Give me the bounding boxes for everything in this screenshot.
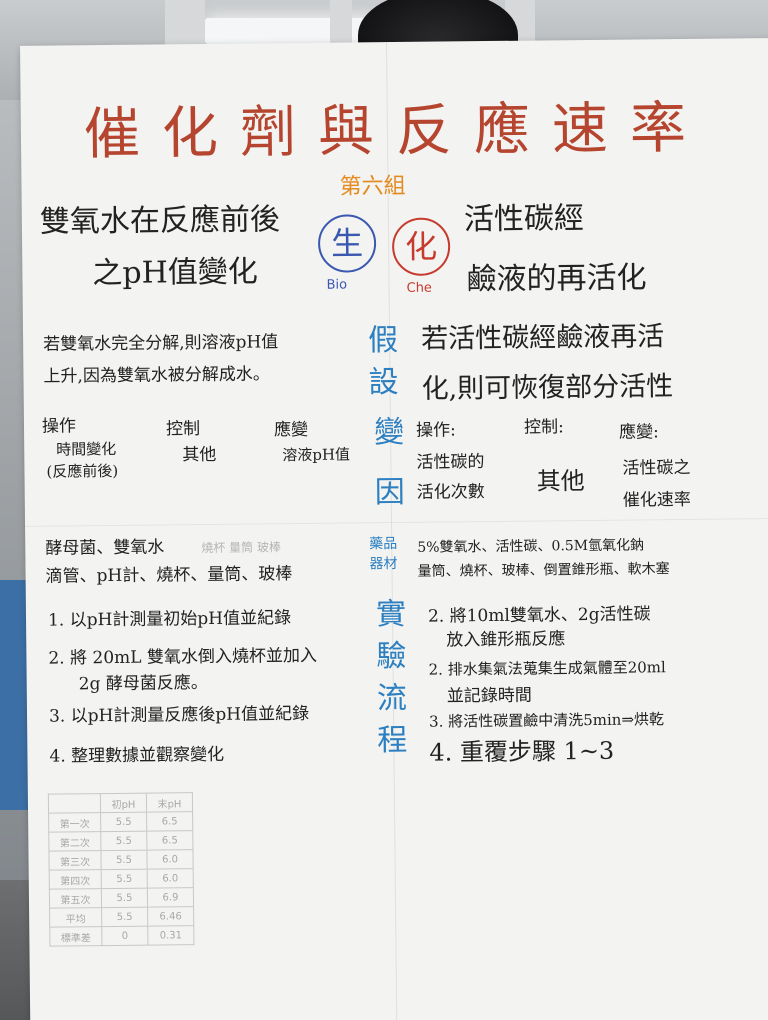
right-hypothesis-line-1: 若活性碳經鹼液再活 <box>420 321 665 355</box>
data-table: 初pH 末pH 第一次 5.5 6.5 第二次 5.5 6.5 第三次 5.5 6.0 第四次 5.5 6… <box>48 792 195 947</box>
left-responding-header: 應變 <box>273 419 309 441</box>
table-cell: 第四次 <box>49 869 102 890</box>
left-manipulated-header: 操作 <box>41 416 77 437</box>
table-cell: 6.5 <box>146 830 193 851</box>
table-cell: 末pH <box>146 792 193 813</box>
che-label: Che <box>406 280 432 296</box>
left-step-2: 2. 將 20mL 雙氧水倒入燒杯並加入 <box>48 645 318 669</box>
right-step-2-cont: 並記錄時間 <box>446 685 532 707</box>
table-cell: 6.46 <box>147 906 194 927</box>
table-cell: 平均 <box>49 907 102 928</box>
left-materials-line-1: 酵母菌、雙氧水 <box>45 537 165 559</box>
right-topic-line-1: 活性碳經 <box>463 201 585 238</box>
table-cell: 5.5 <box>101 888 148 908</box>
left-hypothesis-line-1: 若雙氧水完全分解,則溶液pH值 <box>43 332 279 355</box>
right-controlled-value: 其他 <box>536 467 585 496</box>
table-cell: 第二次 <box>48 831 101 852</box>
bio-badge: 生 <box>317 214 377 273</box>
table-cell: 0.31 <box>147 925 194 946</box>
table-row: 標準差 0 0.31 <box>49 925 194 947</box>
variables-label-2: 因 <box>374 474 405 511</box>
fold-line-horizontal <box>25 518 768 527</box>
table-cell: 5.5 <box>100 812 147 832</box>
poster: 催化劑與反應速率 第六組 生 Bio 化 Che 雙氧水在反應前後 之pH值變化… <box>20 38 768 1020</box>
left-topic-line-1: 雙氧水在反應前後 <box>39 202 281 240</box>
table-cell: 0 <box>101 926 148 946</box>
left-step-4: 4. 整理數據並觀察變化 <box>49 744 225 767</box>
right-topic-line-2: 鹼液的再活化 <box>466 260 647 298</box>
table-cell: 5.5 <box>100 850 148 870</box>
left-hypothesis-line-2: 上升,因為雙氧水被分解成水。 <box>43 364 270 387</box>
table-row: 第四次 5.5 6.0 <box>49 868 194 890</box>
right-step-1-cont: 放入錐形瓶反應 <box>446 629 566 651</box>
table-header-row: 初pH 末pH <box>48 792 193 814</box>
left-manipulated-value-2: (反應前後) <box>46 461 119 481</box>
table-cell: 6.0 <box>147 868 194 889</box>
materials-label-1: 藥品 <box>369 536 398 553</box>
right-step-4: 4. 重覆步驟 1~3 <box>429 736 615 767</box>
table-cell: 第三次 <box>48 850 102 871</box>
left-topic-line-2: 之pH值變化 <box>92 254 258 292</box>
left-materials-line-2: 滴管、pH計、燒杯、量筒、玻棒 <box>45 564 293 587</box>
table-cell: 6.0 <box>146 849 194 870</box>
table-cell: 5.5 <box>100 831 147 851</box>
right-controlled-header: 控制: <box>523 417 564 438</box>
hypothesis-label-2: 設 <box>368 364 399 401</box>
hypothesis-label-1: 假 <box>367 322 399 359</box>
right-hypothesis-line-2: 化,則可恢復部分活性 <box>421 371 674 405</box>
right-manipulated-header: 操作: <box>415 420 456 441</box>
table-cell: 5.5 <box>101 869 148 889</box>
table-row: 第五次 5.5 6.9 <box>49 887 194 909</box>
left-manipulated-value-1: 時間變化 <box>56 439 117 459</box>
right-responding-header: 應變: <box>618 422 659 443</box>
left-step-3: 3. 以pH計測量反應後pH值並紀錄 <box>48 703 310 727</box>
table-row: 第二次 5.5 6.5 <box>48 830 193 852</box>
table-cell: 6.9 <box>147 887 194 908</box>
right-step-1: 2. 將10ml雙氧水、2g活性碳 <box>427 604 651 627</box>
left-step-1: 1. 以pH計測量初始pH值並紀錄 <box>47 608 292 631</box>
left-materials-faint: 燒杯 量筒 玻棒 <box>201 540 281 556</box>
procedure-label-4: 程 <box>377 722 408 759</box>
procedure-label-2: 驗 <box>376 638 407 675</box>
right-step-2: 2. 排水集氣法蒐集生成氣體至20ml <box>428 658 666 679</box>
table-cell: 5.5 <box>101 907 148 927</box>
che-badge: 化 <box>391 217 451 277</box>
right-manipulated-value-1: 活性碳的 <box>416 452 485 473</box>
table-cell: 第五次 <box>49 888 102 909</box>
right-materials-line-2: 量筒、燒杯、玻棒、倒置錐形瓶、軟木塞 <box>417 561 670 580</box>
table-row: 平均 5.5 6.46 <box>49 906 194 928</box>
procedure-label-1: 實 <box>375 596 407 633</box>
right-materials-line-1: 5%雙氧水、活性碳、0.5M氫氧化鈉 <box>417 537 645 556</box>
poster-title: 催化劑與反應速率 <box>83 95 709 168</box>
table-cell: 第一次 <box>48 812 101 833</box>
table-cell: 6.5 <box>146 811 193 832</box>
table-cell <box>48 793 101 814</box>
left-controlled-value: 其他 <box>182 444 217 466</box>
table-cell: 標準差 <box>49 926 102 947</box>
left-step-2-cont: 2g 酵母菌反應。 <box>78 672 208 695</box>
right-responding-value-2: 催化速率 <box>622 489 691 511</box>
group-label: 第六組 <box>339 173 406 200</box>
variables-label-1: 變 <box>373 414 405 451</box>
materials-label-2: 器材 <box>369 556 398 573</box>
left-responding-value: 溶液pH值 <box>282 445 351 465</box>
table-row: 第三次 5.5 6.0 <box>48 849 194 871</box>
right-responding-value-1: 活性碳之 <box>622 457 691 479</box>
table-row: 第一次 5.5 6.5 <box>48 811 193 833</box>
table-cell: 初pH <box>100 793 147 813</box>
right-step-3: 3. 將活性碳置鹼中清洗5min⇒烘乾 <box>429 710 665 731</box>
left-controlled-header: 控制 <box>165 419 201 440</box>
bio-label: Bio <box>326 277 348 293</box>
procedure-label-3: 流 <box>376 680 408 717</box>
right-manipulated-value-2: 活化次數 <box>416 482 485 503</box>
